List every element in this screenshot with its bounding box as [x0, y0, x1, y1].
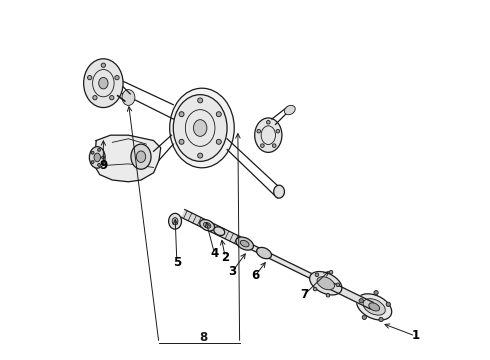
Ellipse shape: [240, 240, 249, 247]
Text: 3: 3: [228, 265, 237, 278]
Circle shape: [267, 121, 270, 124]
Circle shape: [91, 151, 94, 154]
Ellipse shape: [172, 218, 178, 225]
Ellipse shape: [236, 237, 253, 250]
Circle shape: [179, 112, 184, 117]
Circle shape: [91, 161, 94, 163]
Circle shape: [315, 273, 318, 276]
Circle shape: [261, 144, 264, 147]
Ellipse shape: [363, 299, 385, 315]
Circle shape: [257, 129, 261, 133]
Circle shape: [88, 76, 92, 80]
Polygon shape: [238, 238, 315, 280]
Circle shape: [362, 315, 367, 319]
Circle shape: [359, 298, 364, 303]
Circle shape: [276, 129, 280, 133]
Circle shape: [101, 63, 105, 67]
Circle shape: [386, 302, 391, 306]
Ellipse shape: [200, 220, 215, 231]
Text: 6: 6: [252, 269, 260, 282]
Circle shape: [98, 163, 100, 166]
Text: 1: 1: [411, 329, 419, 342]
Text: 2: 2: [221, 251, 229, 264]
Text: 9: 9: [99, 159, 107, 172]
Text: 4: 4: [210, 247, 219, 260]
Ellipse shape: [203, 222, 211, 228]
Ellipse shape: [214, 227, 225, 235]
Ellipse shape: [122, 90, 135, 105]
Ellipse shape: [169, 213, 181, 229]
Ellipse shape: [255, 118, 282, 152]
Ellipse shape: [369, 303, 380, 311]
Circle shape: [326, 293, 330, 297]
Circle shape: [329, 270, 333, 274]
Ellipse shape: [284, 105, 295, 115]
Text: 8: 8: [199, 331, 208, 344]
Circle shape: [379, 318, 383, 322]
Ellipse shape: [170, 88, 234, 168]
Circle shape: [374, 291, 378, 295]
Ellipse shape: [317, 277, 335, 290]
Circle shape: [101, 156, 104, 159]
Circle shape: [110, 95, 114, 100]
Ellipse shape: [310, 271, 342, 295]
Ellipse shape: [173, 95, 227, 161]
Circle shape: [313, 287, 317, 291]
Ellipse shape: [84, 59, 123, 108]
Ellipse shape: [257, 247, 271, 259]
Text: 5: 5: [173, 256, 181, 269]
Polygon shape: [329, 282, 373, 309]
Ellipse shape: [98, 77, 108, 89]
Circle shape: [98, 148, 100, 151]
Polygon shape: [95, 135, 161, 182]
Circle shape: [272, 144, 276, 147]
Circle shape: [336, 283, 340, 287]
Circle shape: [216, 112, 221, 117]
Ellipse shape: [136, 151, 146, 162]
Ellipse shape: [274, 185, 285, 198]
Ellipse shape: [194, 120, 207, 136]
Text: 7: 7: [300, 288, 308, 301]
Ellipse shape: [131, 144, 151, 169]
Circle shape: [197, 98, 203, 103]
Circle shape: [216, 139, 221, 144]
Ellipse shape: [89, 147, 105, 168]
Circle shape: [179, 139, 184, 144]
Circle shape: [93, 95, 97, 100]
Ellipse shape: [357, 294, 392, 320]
Circle shape: [115, 76, 119, 80]
Ellipse shape: [94, 153, 100, 162]
Circle shape: [197, 153, 203, 158]
